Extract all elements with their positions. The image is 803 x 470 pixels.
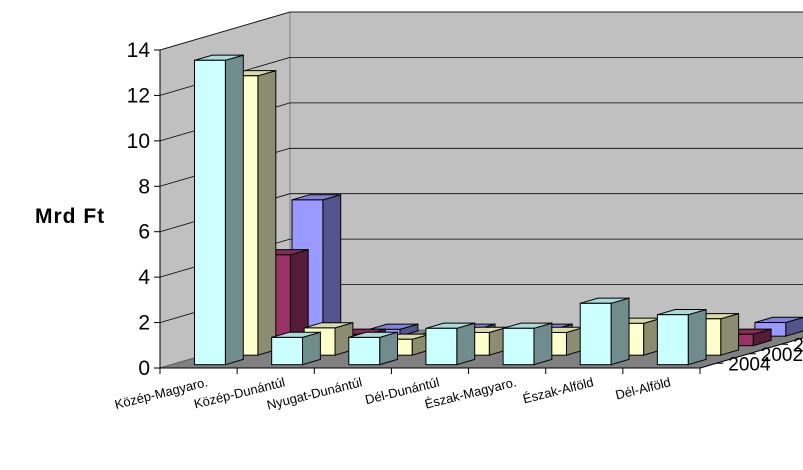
gridline xyxy=(159,11,803,51)
bar-side xyxy=(224,54,244,366)
series-label-2002: 2002 xyxy=(761,345,803,366)
bar-2004-7 xyxy=(656,308,707,366)
bar-2004-2 xyxy=(271,331,321,366)
bar-front xyxy=(579,302,612,366)
y-tick-label: 0 xyxy=(138,357,150,380)
bar-front xyxy=(194,59,226,366)
y-tick-label: 12 xyxy=(127,84,150,107)
bar-side xyxy=(456,322,476,366)
series-label-2000: 2000 xyxy=(793,335,803,356)
back-wall xyxy=(289,11,803,331)
y-tick-label: 14 xyxy=(127,39,151,62)
y-tick-label: 6 xyxy=(138,221,150,244)
bar-2004-5 xyxy=(502,322,553,366)
bar-front xyxy=(425,327,458,366)
bar-front xyxy=(271,336,304,366)
bar-side xyxy=(687,308,707,366)
bar-side xyxy=(610,297,630,366)
bar-front xyxy=(348,336,381,366)
bar-front xyxy=(656,314,689,366)
bars xyxy=(194,54,803,366)
bar-2004-1 xyxy=(194,54,244,366)
bar-2004-3 xyxy=(348,331,398,366)
y-tick-label: 10 xyxy=(127,130,150,153)
series-label-2004: 2004 xyxy=(728,354,771,375)
y-axis-label: Mrd Ft xyxy=(35,205,105,228)
bar-side xyxy=(533,322,553,366)
category-label: Dél-Alföld xyxy=(614,374,672,402)
y-tick-label: 2 xyxy=(138,312,150,335)
y-tick-label: 8 xyxy=(138,175,150,198)
bar-2004-6 xyxy=(579,297,630,366)
bar-side xyxy=(322,194,342,337)
bar-2004-4 xyxy=(425,322,476,366)
category-label: Észak-Alföld xyxy=(521,374,595,406)
y-tick-label: 4 xyxy=(138,266,150,289)
bar-side xyxy=(720,312,740,356)
bar-front xyxy=(502,327,535,366)
bar-side xyxy=(257,69,277,356)
depth-axis xyxy=(699,337,803,369)
